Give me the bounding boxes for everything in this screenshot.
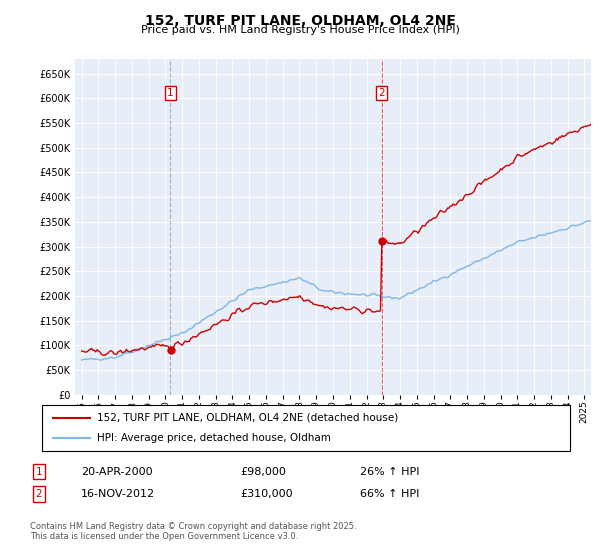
Text: HPI: Average price, detached house, Oldham: HPI: Average price, detached house, Oldh… xyxy=(97,433,331,443)
Text: 2: 2 xyxy=(378,88,385,99)
Text: 16-NOV-2012: 16-NOV-2012 xyxy=(81,489,155,499)
Text: 1: 1 xyxy=(35,466,43,477)
Text: £310,000: £310,000 xyxy=(240,489,293,499)
Text: 26% ↑ HPI: 26% ↑ HPI xyxy=(360,466,419,477)
Text: 1: 1 xyxy=(167,88,174,99)
Text: 152, TURF PIT LANE, OLDHAM, OL4 2NE: 152, TURF PIT LANE, OLDHAM, OL4 2NE xyxy=(145,14,455,28)
Text: 2: 2 xyxy=(35,489,43,499)
Text: Contains HM Land Registry data © Crown copyright and database right 2025.
This d: Contains HM Land Registry data © Crown c… xyxy=(30,522,356,542)
Text: £98,000: £98,000 xyxy=(240,466,286,477)
Text: 20-APR-2000: 20-APR-2000 xyxy=(81,466,152,477)
FancyBboxPatch shape xyxy=(42,405,570,451)
Text: Price paid vs. HM Land Registry's House Price Index (HPI): Price paid vs. HM Land Registry's House … xyxy=(140,25,460,35)
Text: 152, TURF PIT LANE, OLDHAM, OL4 2NE (detached house): 152, TURF PIT LANE, OLDHAM, OL4 2NE (det… xyxy=(97,413,398,423)
Text: 66% ↑ HPI: 66% ↑ HPI xyxy=(360,489,419,499)
